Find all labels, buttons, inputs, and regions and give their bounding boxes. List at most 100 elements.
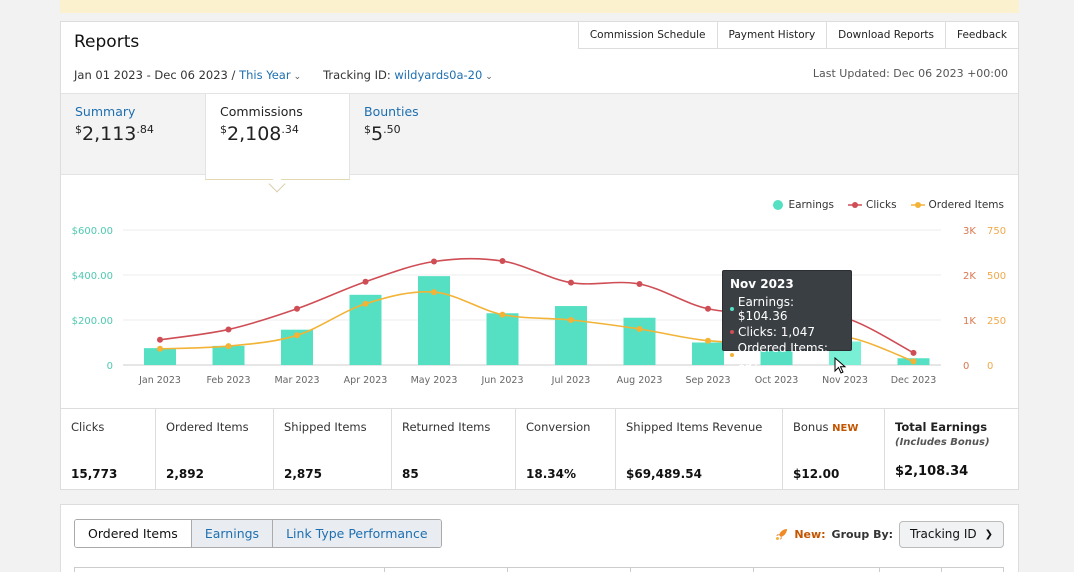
bounties-value: $5.50 <box>364 123 401 145</box>
tracking-label: Tracking ID: <box>323 68 391 82</box>
clicks-point <box>431 258 437 265</box>
stat-bonus: Bonus NEW $12.00 <box>783 409 885 490</box>
stat-total-earnings: Total Earnings (Includes Bonus) $2,108.3… <box>885 409 1018 490</box>
legend-clicks[interactable]: Clicks <box>848 199 897 211</box>
period-dropdown[interactable]: This Year ⌄ <box>239 68 302 82</box>
ordered-items-point <box>362 300 369 307</box>
ordered-items-point <box>636 326 643 332</box>
mouse-pointer-icon <box>834 357 847 374</box>
detail-tabs: Ordered Items Earnings Link Type Perform… <box>74 519 442 548</box>
top-tabs: Commission Schedule Payment History Down… <box>577 22 1018 49</box>
total-earnings-note: (Includes Bonus) <box>895 437 990 448</box>
right-tick-label: 750 <box>987 226 1006 237</box>
ordered-items-point <box>157 345 163 352</box>
tab-earnings[interactable]: Earnings <box>190 520 273 547</box>
clicks-point <box>225 326 232 333</box>
x-tick-label: Feb 2023 <box>206 375 250 386</box>
feedback-tab[interactable]: Feedback <box>944 22 1018 49</box>
rocket-icon <box>776 529 788 540</box>
x-tick-label: Jul 2023 <box>551 375 591 386</box>
right-tick-label: 0 <box>963 361 969 372</box>
clicks-point <box>705 305 711 312</box>
clicks-point <box>157 336 163 343</box>
tab-ordered-items[interactable]: Ordered Items <box>75 520 191 547</box>
x-tick-label: Jun 2023 <box>480 375 523 386</box>
earnings-chart[interactable]: $600.00 3K 750 $400.00 2K 500 $200.00 1K 250 0 0 0 J… <box>61 212 1018 408</box>
last-updated: Last Updated: Dec 06 2023 +00:00 <box>812 67 1008 80</box>
x-tick-label: Oct 2023 <box>755 375 799 386</box>
x-tick-label: May 2023 <box>411 375 458 386</box>
new-badge: NEW <box>832 423 859 434</box>
earnings-bar <box>144 348 176 365</box>
left-tick-label: $600.00 <box>72 226 113 237</box>
ordered-items-point <box>705 337 711 344</box>
download-reports-tab[interactable]: Download Reports <box>826 22 945 49</box>
chevron-down-icon: ❯ <box>984 529 993 540</box>
x-tick-label: Mar 2023 <box>274 375 319 386</box>
earnings-bar <box>692 342 724 365</box>
earnings-bar <box>212 345 245 365</box>
x-tick-label: Nov 2023 <box>822 375 868 386</box>
x-tick-label: Apr 2023 <box>344 375 388 386</box>
summary-value: $2,113.84 <box>75 123 154 145</box>
x-tick-label: Sep 2023 <box>685 375 730 386</box>
ordered-items-point <box>568 317 574 323</box>
tooltip-title: Nov 2023 <box>730 277 794 291</box>
summary-tab-label: Summary <box>75 104 136 119</box>
right-tick-label: 500 <box>987 271 1006 282</box>
left-tick-label: $400.00 <box>72 271 113 282</box>
clicks-point <box>294 305 300 312</box>
ordered-items-point <box>225 343 232 350</box>
left-tick-label: 0 <box>107 361 113 372</box>
tab-link-type-performance[interactable]: Link Type Performance <box>272 520 441 547</box>
ordered-items-point <box>294 332 300 339</box>
bounties-tab[interactable]: Bounties $5.50 <box>350 94 490 176</box>
clicks-point <box>636 281 643 287</box>
table-header <box>74 567 1004 572</box>
ordered-items-point <box>431 289 437 296</box>
chevron-down-icon: ⌄ <box>485 72 493 82</box>
new-label: New: <box>794 528 826 541</box>
stat-ordered-items: Ordered Items 2,892 <box>156 409 274 490</box>
earnings-bar <box>555 306 587 365</box>
right-tick-label: 0 <box>987 361 993 372</box>
page-title: Reports <box>74 32 140 52</box>
bounties-tab-label: Bounties <box>364 104 419 119</box>
ordered-items-point <box>499 311 506 318</box>
summary-tabs: Summary $2,113.84 Commissions $2,108.34 … <box>61 93 1018 180</box>
tooltip-earnings: Earnings: $104.36 <box>737 295 794 323</box>
x-tick-label: Dec 2023 <box>891 375 937 386</box>
x-tick-label: Jan 2023 <box>138 375 181 386</box>
details-card: Ordered Items Earnings Link Type Perform… <box>60 504 1019 572</box>
reports-card: Reports Commission Schedule Payment Hist… <box>60 21 1019 490</box>
x-tick-label: Aug 2023 <box>617 375 663 386</box>
date-range: Jan 01 2023 - Dec 06 2023 / <box>74 68 236 82</box>
right-tick-label: 250 <box>987 316 1006 327</box>
legend-earnings[interactable]: Earnings <box>772 199 834 211</box>
commission-schedule-tab[interactable]: Commission Schedule <box>577 22 717 49</box>
right-tick-label: 1K <box>963 316 976 327</box>
group-by-select[interactable]: Tracking ID ❯ <box>899 521 1004 548</box>
commissions-tab-label: Commissions <box>220 104 303 119</box>
tooltip-clicks: Clicks: 1,047 <box>738 325 816 339</box>
group-by-label: Group By: <box>831 528 894 541</box>
legend-ordered-items[interactable]: Ordered Items <box>910 199 1004 211</box>
earnings-bar <box>623 317 656 365</box>
clicks-point <box>362 278 369 285</box>
clicks-point <box>568 279 574 286</box>
commissions-tab[interactable]: Commissions $2,108.34 <box>205 94 350 180</box>
left-tick-label: $200.00 <box>72 316 113 327</box>
chevron-down-icon: ⌄ <box>293 72 302 82</box>
date-range-row: Jan 01 2023 - Dec 06 2023 / This Year ⌄ T… <box>74 68 493 82</box>
clicks-point <box>910 349 917 356</box>
stat-clicks: Clicks 15,773 <box>61 409 156 490</box>
summary-tab[interactable]: Summary $2,113.84 <box>61 94 205 176</box>
stat-shipped-items-revenue: Shipped Items Revenue $69,489.54 <box>616 409 783 490</box>
group-by-control: New: Group By: Tracking ID ❯ <box>775 521 1004 548</box>
payment-history-tab[interactable]: Payment History <box>716 22 827 49</box>
ordered-items-point <box>910 358 917 365</box>
tracking-id-dropdown[interactable]: wildyards0a-20 ⌄ <box>394 68 493 82</box>
chart-tooltip: Nov 2023 Earnings: $104.36 Clicks: 1,047… <box>722 270 852 369</box>
tooltip-ordered-items: Ordered Items: 157 <box>737 341 828 369</box>
chart-legend: Earnings Clicks Ordered Items <box>772 199 1004 211</box>
